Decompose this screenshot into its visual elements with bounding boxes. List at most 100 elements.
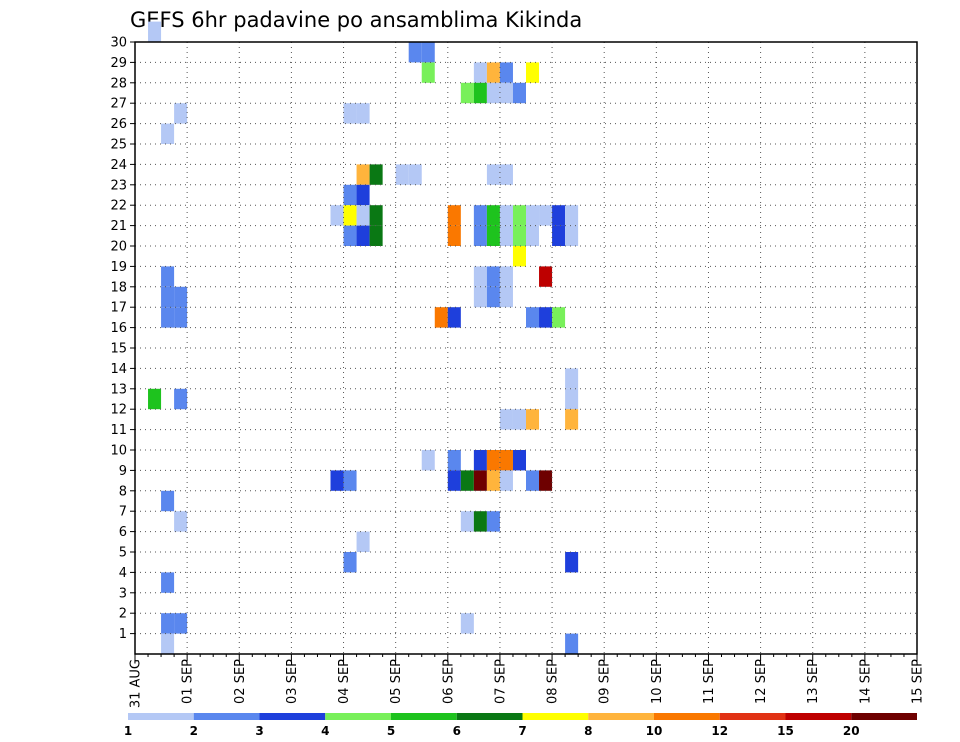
- precip-cell: [356, 164, 370, 185]
- y-tick-label: 13: [110, 382, 127, 397]
- precip-cell: [161, 307, 175, 328]
- precip-cell: [174, 286, 188, 308]
- precip-cell: [447, 450, 461, 471]
- precip-cell: [161, 266, 175, 287]
- y-axis: 1234567891011121314151617181920212223242…: [110, 36, 135, 642]
- precip-cell: [565, 368, 579, 389]
- precip-cell: [447, 307, 461, 328]
- precip-cell: [161, 286, 175, 308]
- precip-cell: [161, 490, 175, 512]
- y-tick-label: 16: [110, 321, 127, 336]
- colorbar-label: 2: [190, 724, 198, 738]
- precip-cell: [369, 225, 383, 246]
- precip-cell: [343, 103, 357, 124]
- precip-cell: [512, 246, 526, 267]
- precip-cell: [539, 307, 553, 328]
- y-tick-label: 9: [119, 464, 127, 479]
- x-tick-label: 03 SEP: [285, 659, 300, 704]
- precip-cell: [486, 266, 500, 287]
- y-tick-label: 30: [110, 36, 127, 51]
- precip-cell: [421, 62, 435, 83]
- precip-cell: [552, 205, 566, 226]
- precip-cell: [447, 225, 461, 246]
- precip-cell: [499, 62, 513, 83]
- colorbar-label: 12: [711, 724, 728, 738]
- precip-cell: [356, 531, 370, 552]
- precip-cell: [565, 552, 579, 573]
- precip-cell: [552, 225, 566, 246]
- cell-layer: [148, 21, 579, 654]
- precip-cell: [447, 470, 461, 491]
- precip-cell: [460, 82, 474, 104]
- x-tick-label: 05 SEP: [389, 659, 404, 704]
- precip-cell: [539, 205, 553, 226]
- precip-cell: [473, 225, 487, 246]
- precip-cell: [473, 205, 487, 226]
- precip-cell: [512, 225, 526, 246]
- colorbar-label: 5: [387, 724, 395, 738]
- x-tick-label: 09 SEP: [598, 659, 613, 704]
- y-tick-label: 17: [110, 301, 127, 316]
- precip-cell: [148, 21, 162, 42]
- y-tick-label: 23: [110, 178, 127, 193]
- precip-cell: [526, 470, 540, 491]
- precip-cell: [486, 164, 500, 185]
- precip-cell: [356, 225, 370, 246]
- precip-cell: [526, 205, 540, 226]
- colorbar-swatch: [785, 713, 852, 720]
- colorbar-swatch: [456, 713, 523, 720]
- precip-cell: [486, 82, 500, 104]
- precip-cell: [343, 470, 357, 491]
- precip-cell: [512, 450, 526, 471]
- precip-cell: [421, 450, 435, 471]
- x-tick-label: 15 SEP: [911, 659, 926, 704]
- precip-cell: [499, 450, 513, 471]
- precip-cell: [539, 470, 553, 491]
- y-tick-label: 1: [119, 627, 127, 642]
- precip-cell: [512, 409, 526, 430]
- precip-cell: [499, 164, 513, 185]
- colorbar-label: 10: [646, 724, 663, 738]
- colorbar: 1 2 3 4 5 6 7 8 10 12 15 20: [124, 713, 917, 738]
- x-tick-label: 14 SEP: [858, 659, 873, 704]
- precip-cell: [161, 613, 175, 634]
- precip-cell: [499, 205, 513, 226]
- precip-cell: [512, 82, 526, 104]
- precip-cell: [486, 205, 500, 226]
- precip-cell: [473, 511, 487, 532]
- precip-cell: [499, 225, 513, 246]
- y-tick-label: 8: [119, 484, 127, 499]
- precip-cell: [565, 225, 579, 246]
- precip-cell: [565, 409, 579, 430]
- precip-cell: [486, 470, 500, 491]
- precip-cell: [148, 388, 162, 410]
- precip-cell: [174, 307, 188, 328]
- precip-cell: [174, 511, 188, 532]
- y-tick-label: 21: [110, 219, 127, 234]
- y-tick-label: 2: [119, 607, 127, 622]
- x-tick-label: 31 AUG: [129, 659, 144, 708]
- precip-cell: [161, 572, 175, 593]
- x-axis: 31 AUG 01 SEP 02 SEP 03 SEP 04 SEP 05 SEP 06 S…: [129, 654, 926, 708]
- colorbar-swatch: [851, 713, 917, 720]
- precip-cell: [565, 633, 579, 654]
- colorbar-swatch: [128, 713, 194, 720]
- x-tick-label: 06 SEP: [441, 659, 456, 704]
- colorbar-label: 15: [777, 724, 794, 738]
- precip-cell: [356, 103, 370, 124]
- y-tick-label: 25: [110, 138, 127, 153]
- chart-title: GEFS 6hr padavine po ansamblima Kikinda: [130, 8, 582, 32]
- x-tick-label: 02 SEP: [233, 659, 248, 704]
- y-tick-label: 18: [110, 280, 127, 295]
- y-tick-label: 4: [119, 566, 127, 581]
- precip-cell: [512, 205, 526, 226]
- precip-cell: [526, 307, 540, 328]
- precip-cell: [473, 82, 487, 104]
- y-tick-label: 14: [110, 362, 127, 377]
- colorbar-label: 6: [453, 724, 461, 738]
- precip-cell: [486, 511, 500, 532]
- colorbar-label: 3: [255, 724, 263, 738]
- precip-cell: [539, 266, 553, 287]
- precip-cell: [408, 164, 422, 185]
- precip-cell: [421, 42, 435, 63]
